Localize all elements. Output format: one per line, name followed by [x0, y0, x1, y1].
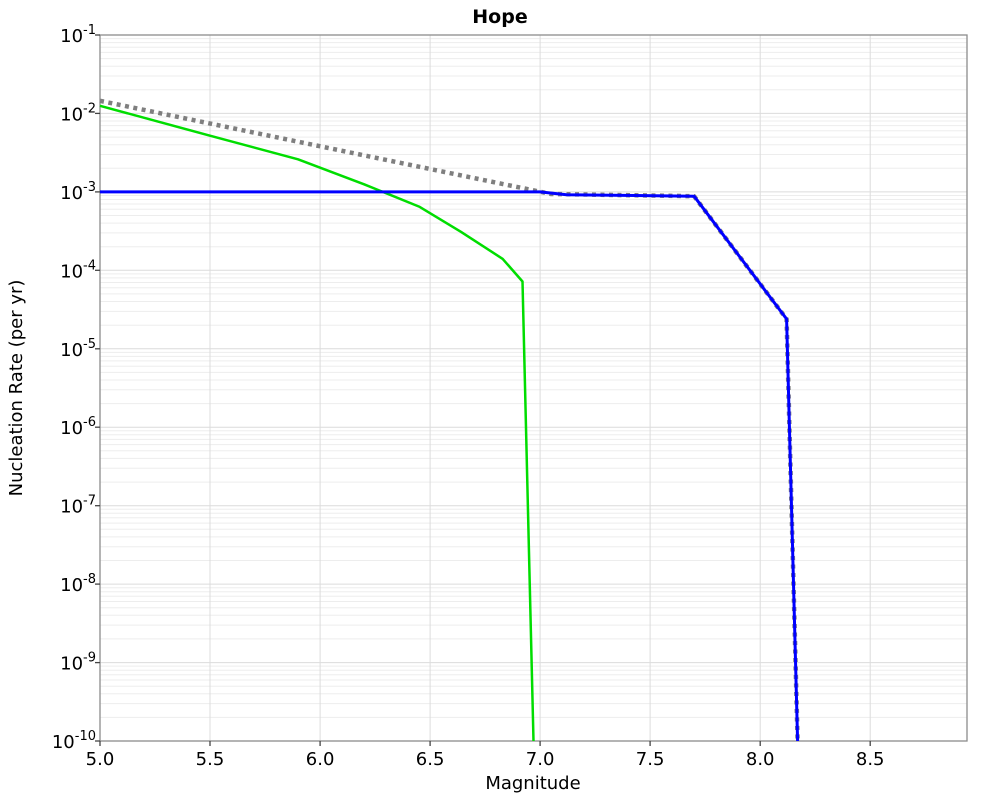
x-tick-label: 8.5: [856, 749, 885, 770]
x-tick-label: 5.5: [196, 749, 225, 770]
y-tick-label: 10-2: [60, 101, 96, 125]
chart-title: Hope: [472, 6, 527, 28]
y-tick-label: 10-10: [52, 729, 96, 753]
gridlines: [100, 35, 967, 741]
y-tick-label: 10-5: [60, 337, 96, 361]
axis-ticks: 5.0 5.5 6.0 6.5 7.0 7.5 8.0 8.5 10-1 10-2 10-3 10-4…: [52, 23, 885, 770]
x-tick-label: 7.5: [636, 749, 665, 770]
x-tick-label: 6.5: [416, 749, 445, 770]
x-tick-label: 6.0: [306, 749, 335, 770]
x-tick-label: 5.0: [86, 749, 115, 770]
y-tick-label: 10-7: [60, 494, 96, 518]
series-lines: [99, 98, 800, 742]
x-axis-label: Magnitude: [485, 773, 580, 794]
y-tick-label: 10-9: [60, 651, 96, 675]
x-tick-label: 7.0: [526, 749, 555, 770]
y-axis-label: Nucleation Rate (per yr): [6, 280, 27, 497]
y-tick-label: 10-8: [60, 572, 96, 596]
x-tick-label: 8.0: [746, 749, 775, 770]
y-tick-label: 10-6: [60, 415, 96, 439]
green-curve-line: [99, 104, 535, 742]
y-tick-label: 10-4: [60, 258, 96, 282]
y-tick-label: 10-1: [60, 23, 96, 47]
blue-curve-line: [100, 190, 800, 742]
y-tick-label: 10-3: [60, 180, 96, 204]
